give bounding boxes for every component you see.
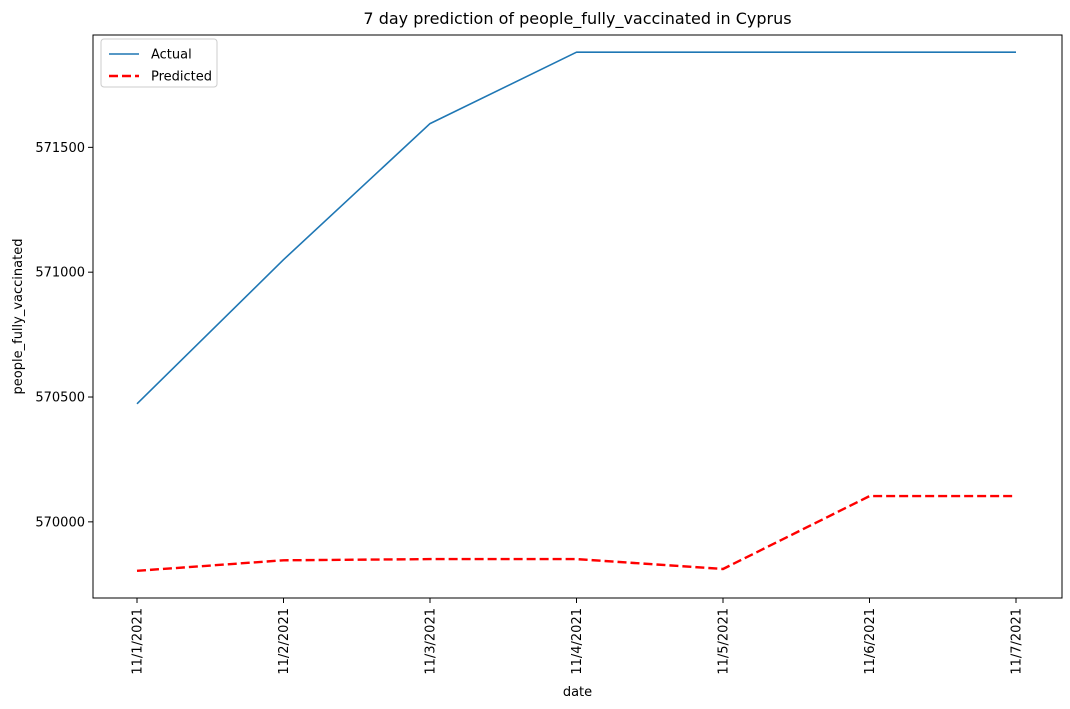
legend-label-predicted: Predicted [151,70,212,85]
series-line-actual [136,51,1016,405]
series-line-predicted [136,494,1016,572]
x-tick-label: 11/3/2021 [424,608,439,675]
plot-area [92,34,1063,599]
x-tick-label: 11/5/2021 [717,608,732,675]
y-axis-label: people_fully_vaccinated [11,239,26,395]
legend-label-actual: Actual [151,48,192,63]
x-axis: 11/1/2021 11/2/2021 11/3/2021 11/4/2021 11/5… [131,598,1025,675]
chart-title: 7 day prediction of people_fully_vaccina… [363,9,791,29]
x-tick-label: 11/6/2021 [863,608,878,675]
legend: Actual Predicted [100,38,218,88]
series-layer [136,51,1016,572]
x-tick-label: 11/7/2021 [1010,608,1025,675]
x-tick-label: 11/4/2021 [570,608,585,675]
y-tick-label: 571000 [35,266,85,281]
y-tick-label: 571500 [35,141,85,156]
y-tick-label: 570500 [35,391,85,406]
x-tick-label: 11/1/2021 [131,608,146,675]
x-tick-label: 11/2/2021 [277,608,292,675]
x-axis-label: date [563,685,592,700]
axes-frame [92,34,1063,599]
y-tick-label: 570000 [35,515,85,530]
y-axis: 570000 570500 571000 571500 [35,141,93,530]
